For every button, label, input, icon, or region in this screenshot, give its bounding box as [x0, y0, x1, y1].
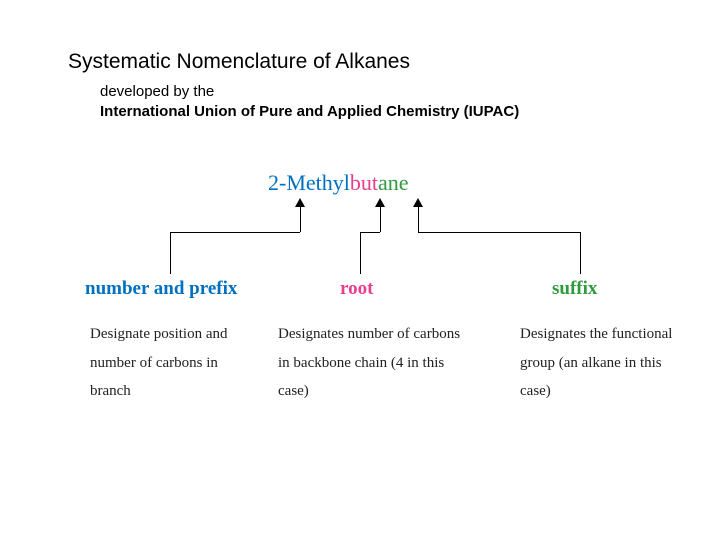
subtitle: developed by the International Union of … — [100, 82, 519, 123]
arrow-segment — [380, 206, 381, 232]
compound-suffix-part: ane — [378, 170, 409, 195]
prefix-label: number and prefix — [85, 278, 237, 300]
arrow-segment — [418, 232, 580, 233]
compound-root-part: but — [350, 170, 378, 195]
arrow-segment — [580, 232, 581, 274]
suffix-description: Designates the functional group (an alka… — [520, 320, 690, 406]
arrow-segment — [418, 206, 419, 232]
arrow-segment — [360, 232, 361, 274]
subtitle-line2: International Union of Pure and Applied … — [100, 103, 519, 120]
root-label: root — [340, 278, 373, 300]
subtitle-line1: developed by the — [100, 83, 214, 100]
page-title: Systematic Nomenclature of Alkanes — [68, 50, 410, 74]
arrow-segment — [300, 206, 301, 232]
arrow-segment — [170, 232, 300, 233]
arrow-segment — [170, 232, 171, 274]
suffix-label: suffix — [552, 278, 597, 300]
prefix-description: Designate position and number of carbons… — [90, 320, 260, 406]
root-description: Designates number of carbons in backbone… — [278, 320, 468, 406]
arrow-segment — [360, 232, 380, 233]
compound-name: 2-Methylbutane — [268, 170, 409, 196]
compound-prefix-part: 2-Methyl — [268, 170, 350, 195]
